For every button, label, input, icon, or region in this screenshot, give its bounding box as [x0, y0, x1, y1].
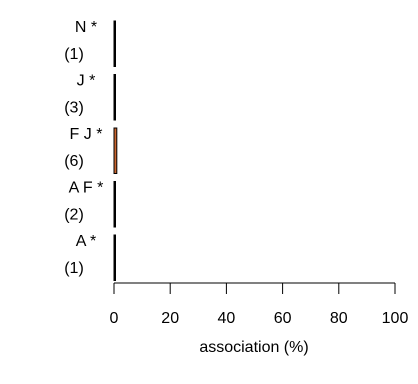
category-label-4: A * — [76, 233, 96, 250]
bar-1 — [113, 74, 116, 121]
count-label-2: (6) — [64, 153, 84, 170]
category-label-1: J * — [77, 73, 96, 90]
count-label-1: (3) — [64, 100, 84, 117]
bar-2 — [113, 127, 118, 174]
x-axis: 0 20 40 60 80 100 — [110, 282, 409, 327]
count-label-4: (1) — [64, 260, 84, 277]
category-label-3: A F * — [69, 180, 104, 197]
category-labels: N * (1) J * (3) F J * (6) A F * (2) A * (1) — [64, 19, 103, 277]
category-label-0: N * — [75, 19, 97, 36]
bar-3 — [113, 181, 116, 228]
x-tick-label-3: 60 — [274, 310, 292, 327]
bar-4 — [113, 234, 116, 281]
bars-layer — [113, 20, 118, 281]
x-tick-label-1: 20 — [161, 310, 179, 327]
bar-0 — [113, 20, 116, 67]
x-tick-label-4: 80 — [330, 310, 348, 327]
count-label-0: (1) — [64, 46, 84, 63]
x-tick-label-5: 100 — [382, 310, 409, 327]
x-axis-title: association (%) — [199, 339, 308, 356]
x-tick-label-2: 40 — [218, 310, 236, 327]
count-label-3: (2) — [64, 207, 84, 224]
category-label-2: F J * — [70, 126, 103, 143]
x-tick-label-0: 0 — [110, 310, 119, 327]
